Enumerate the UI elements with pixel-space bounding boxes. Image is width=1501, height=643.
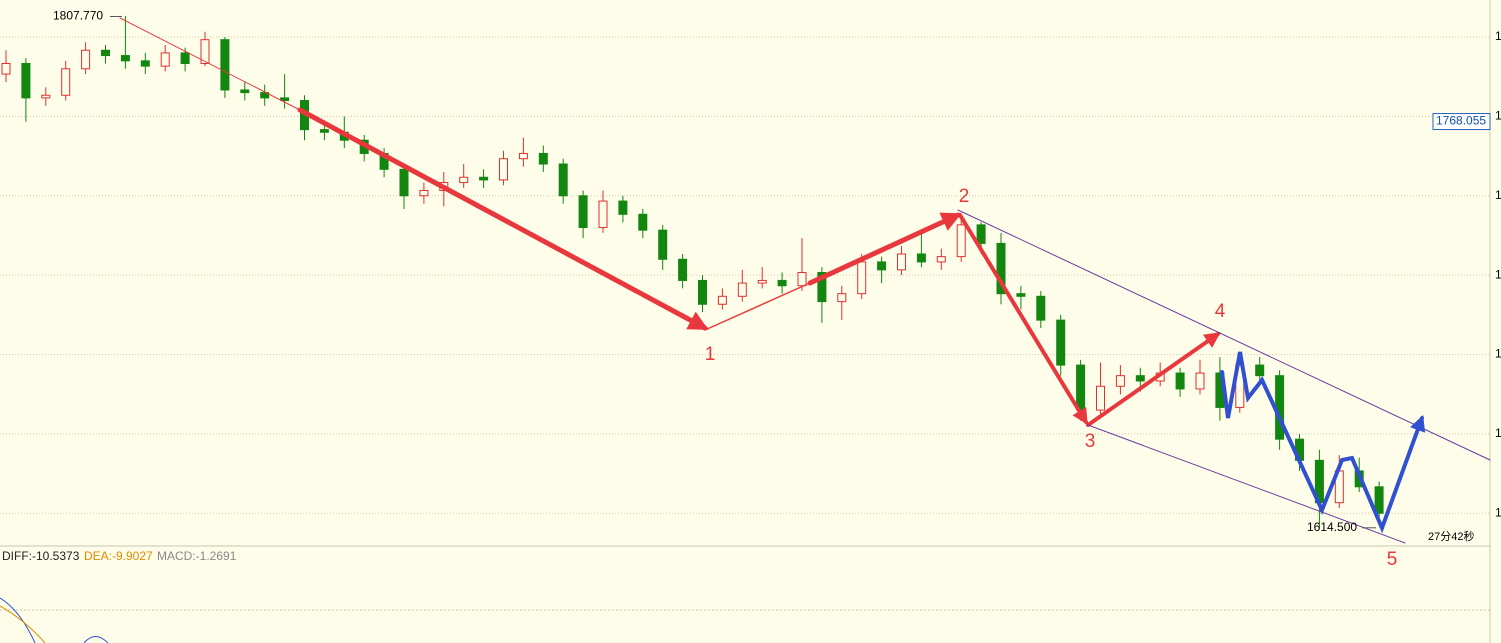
candle-body — [518, 152, 528, 160]
candle-body — [976, 224, 986, 244]
candle-body — [41, 94, 51, 99]
candle-body — [399, 168, 409, 197]
macd-curve — [0, 605, 46, 643]
candle-body — [459, 176, 469, 184]
y-tick-label: 1680 — [1495, 347, 1501, 361]
candle-body — [817, 272, 827, 303]
wave-arrow — [958, 213, 1088, 425]
candle-body — [558, 163, 568, 197]
candle-body — [180, 52, 190, 64]
candle-body — [538, 152, 548, 165]
countdown: 27分42秒 — [1428, 529, 1474, 543]
candle-body — [280, 97, 290, 102]
candle-body — [479, 176, 489, 181]
candle-body — [897, 253, 906, 271]
candle-body — [81, 49, 91, 70]
low-price-label: 1614.500 — [1307, 520, 1357, 534]
candle-body — [1016, 293, 1026, 297]
candle-body — [717, 295, 727, 305]
candle-body — [698, 279, 707, 305]
candle-body — [618, 200, 628, 215]
candle-body — [578, 195, 588, 229]
macd-curve — [83, 636, 109, 643]
wave-arrow — [807, 212, 962, 286]
candle-body — [996, 242, 1006, 295]
wave-arrow — [297, 107, 709, 331]
candle-body — [140, 60, 150, 67]
candle-body — [797, 272, 807, 287]
candle-body — [160, 52, 170, 67]
candle-body — [220, 39, 230, 91]
candle-body — [936, 256, 946, 263]
candle-body — [61, 68, 71, 96]
candle-body — [1255, 364, 1265, 377]
candle-body — [837, 293, 847, 303]
candle-body — [1374, 486, 1384, 514]
candle-body — [638, 213, 648, 231]
y-tick-label: 1800 — [1495, 29, 1501, 43]
candle-body — [419, 189, 429, 197]
macd-dea: DEA:-9.9027 — [84, 549, 153, 563]
candle-body — [319, 129, 329, 133]
candle-body — [200, 39, 210, 64]
candle-body — [21, 62, 31, 99]
y-tick-label: 1650 — [1495, 426, 1501, 440]
wave-label: 2 — [959, 186, 970, 207]
candle-body — [777, 279, 787, 287]
current-price-label: 1768.055 — [1436, 114, 1486, 128]
macd-curve — [0, 597, 36, 643]
current-price-box — [1432, 113, 1491, 131]
candle-body — [240, 89, 250, 94]
wave-drawing — [119, 17, 1491, 544]
candle-body — [678, 258, 688, 281]
candle-body — [737, 282, 747, 297]
candle-body — [120, 55, 130, 62]
candle-body — [1195, 372, 1205, 390]
y-tick-label: 1740 — [1495, 188, 1501, 202]
candle-body — [857, 261, 867, 295]
y-tick-label: 1620 — [1495, 505, 1501, 519]
candle-body — [260, 92, 270, 99]
y-tick-label: 1710 — [1495, 267, 1501, 281]
y-tick-label: 1770 — [1495, 109, 1501, 123]
candle-body — [757, 279, 767, 284]
grid: 1620 1650 1680 1710 1740 1770 1800 — [0, 29, 1501, 519]
wave-label: 1 — [705, 344, 716, 365]
candle-body — [499, 158, 508, 181]
channel-line — [957, 209, 1491, 461]
wave-arrow — [1086, 332, 1221, 427]
wave-arrow — [1220, 351, 1426, 534]
candle-body — [916, 253, 926, 263]
candle-body — [1096, 385, 1105, 411]
wave-label: 3 — [1085, 431, 1096, 452]
candle-body — [1175, 372, 1185, 390]
candle-body — [1036, 295, 1046, 321]
wave-label: 4 — [1215, 301, 1226, 322]
candle-body — [1135, 375, 1145, 382]
candle-body — [877, 261, 887, 271]
trend-line — [704, 282, 811, 331]
candle-body — [101, 49, 110, 57]
candle-body — [1115, 375, 1125, 387]
candle-body — [1076, 364, 1086, 411]
candle-body — [658, 229, 668, 260]
candle-body — [598, 200, 608, 229]
trend-line — [119, 17, 301, 111]
macd-diff: DIFF:-10.5373 — [2, 549, 80, 563]
channel-line — [1087, 424, 1406, 544]
candle-body — [956, 224, 966, 258]
wave-label: 5 — [1387, 549, 1398, 570]
candle-body — [1, 62, 11, 75]
candle-body — [1056, 319, 1066, 366]
high-price-label: 1807.770 — [53, 9, 103, 23]
macd-value: MACD:-1.2691 — [157, 549, 237, 563]
candles — [1, 15, 1384, 528]
